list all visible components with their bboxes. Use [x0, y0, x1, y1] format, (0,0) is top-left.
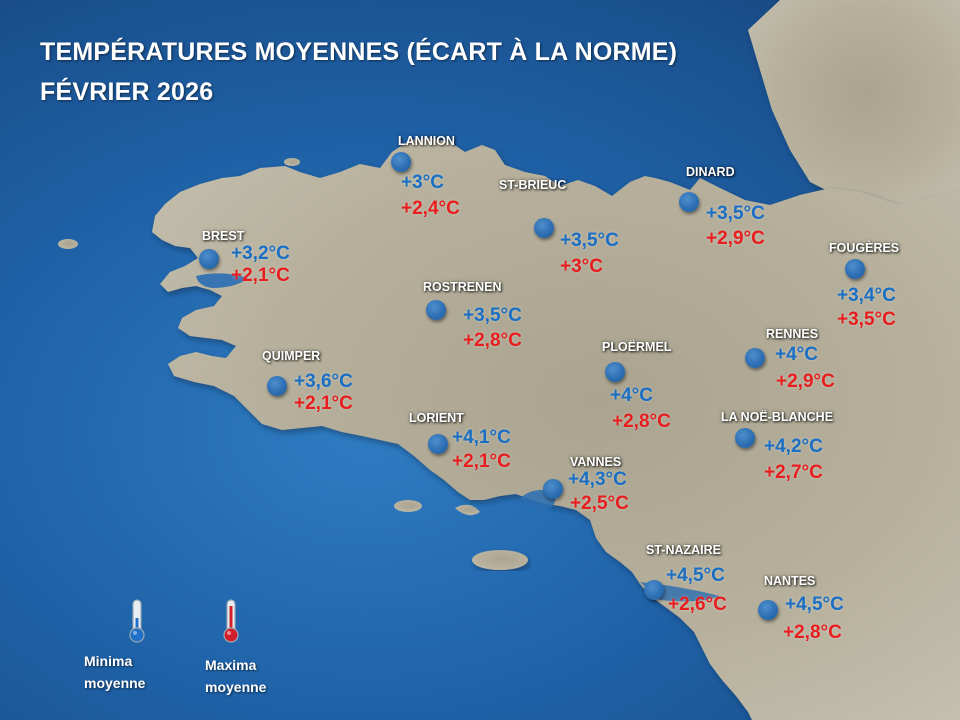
station-marker — [758, 600, 778, 620]
station-tmax: +2,8°C — [783, 622, 842, 643]
station-tmin: +4,3°C — [568, 469, 627, 490]
station-name: LA NOË-BLANCHE — [721, 410, 834, 424]
station-tmin: +4,5°C — [666, 565, 725, 586]
station-tmax: +2,5°C — [570, 493, 629, 514]
station-marker — [543, 479, 563, 499]
station-tmax: +2,7°C — [764, 462, 823, 483]
station-tmax: +2,8°C — [463, 330, 522, 351]
station-marker — [605, 362, 625, 382]
station-name: PLOËRMEL — [602, 340, 672, 354]
thermometer-hot-icon — [223, 599, 239, 643]
station-tmax: +2,1°C — [294, 393, 353, 414]
station-tmax: +2,1°C — [231, 265, 290, 286]
station-marker — [426, 300, 446, 320]
station-name: RENNES — [766, 327, 819, 341]
station-tmin: +4°C — [610, 385, 653, 406]
station-marker — [199, 249, 219, 269]
station-tmax: +3,5°C — [837, 309, 896, 330]
station-marker — [845, 259, 865, 279]
station-tmin: +3,6°C — [294, 371, 353, 392]
station-tmax: +3°C — [560, 256, 603, 277]
station-tmin: +3,5°C — [560, 230, 619, 251]
thermometer-cold-icon — [129, 599, 145, 643]
station-marker — [391, 152, 411, 172]
station-name: LORIENT — [409, 411, 464, 425]
legend-min-label: Minima moyenne — [84, 653, 146, 691]
station-tmin: +3,2°C — [231, 243, 290, 264]
station-tmin: +4,5°C — [785, 594, 844, 615]
station-marker — [735, 428, 755, 448]
station-name: FOUGÈRES — [829, 241, 900, 255]
station-tmax: +2,9°C — [706, 228, 765, 249]
station-name: BREST — [202, 229, 245, 243]
station-tmin: +3,5°C — [463, 305, 522, 326]
station-tmin: +4,2°C — [764, 436, 823, 457]
station-marker — [644, 580, 664, 600]
station-name: NANTES — [764, 574, 816, 588]
station-name: DINARD — [686, 165, 735, 179]
station-marker — [428, 434, 448, 454]
station-name: QUIMPER — [262, 349, 321, 363]
station-marker — [534, 218, 554, 238]
station-name: ROSTRENEN — [423, 280, 502, 294]
station-tmax: +2,9°C — [776, 371, 835, 392]
station-marker — [679, 192, 699, 212]
station-tmin: +4°C — [775, 344, 818, 365]
station-name: LANNION — [398, 134, 455, 148]
map-title: TEMPÉRATURES MOYENNES (ÉCART À LA NORME) — [40, 38, 678, 66]
station-tmax: +2,8°C — [612, 411, 671, 432]
station-tmin: +3,5°C — [706, 203, 765, 224]
station-tmin: +4,1°C — [452, 427, 511, 448]
map-subtitle: FÉVRIER 2026 — [40, 78, 214, 106]
station-marker — [745, 348, 765, 368]
station-tmax: +2,1°C — [452, 451, 511, 472]
station-name: VANNES — [570, 455, 622, 469]
station-tmin: +3,4°C — [837, 285, 896, 306]
station-name: ST-BRIEUC — [499, 178, 567, 192]
station-marker — [267, 376, 287, 396]
station-tmax: +2,6°C — [668, 594, 727, 615]
station-tmax: +2,4°C — [401, 198, 460, 219]
station-name: ST-NAZAIRE — [646, 543, 721, 557]
legend-max-label: Maxima moyenne — [205, 657, 267, 695]
station-tmin: +3°C — [401, 172, 444, 193]
